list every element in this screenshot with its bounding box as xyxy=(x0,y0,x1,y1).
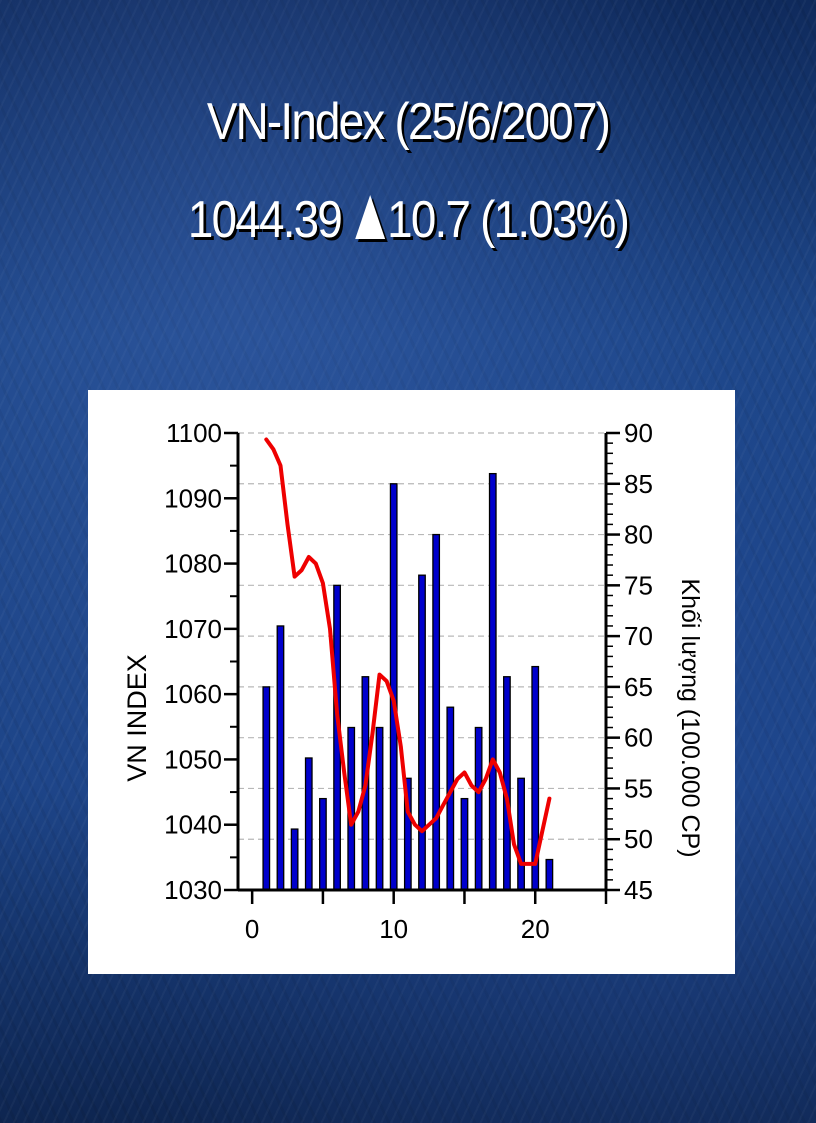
volume-bar xyxy=(375,726,384,891)
volume-bar xyxy=(262,686,271,891)
up-triangle-icon xyxy=(355,195,386,239)
index-value: 1044.39 xyxy=(187,191,343,249)
volume-bar xyxy=(389,483,398,891)
y-tick-label: 1030 xyxy=(164,875,222,905)
volume-bar xyxy=(460,797,469,891)
volume-bar xyxy=(545,858,554,891)
y2-tick-label: 75 xyxy=(624,570,653,600)
index-change: 10.7 (1.03%) xyxy=(387,191,630,249)
y2-tick-label: 80 xyxy=(624,520,653,550)
vn-index-chart: 1030104010501060107010801090110045505560… xyxy=(122,418,704,944)
y-tick-label: 1060 xyxy=(164,679,222,709)
y2-tick-label: 50 xyxy=(624,824,653,854)
x-tick-label: 20 xyxy=(521,914,550,944)
y2-tick-label: 60 xyxy=(624,723,653,753)
y2-tick-label: 55 xyxy=(624,773,653,803)
y-tick-label: 1040 xyxy=(164,810,222,840)
volume-bar xyxy=(276,625,285,891)
y2-tick-label: 85 xyxy=(624,469,653,499)
y2-tick-label: 70 xyxy=(624,621,653,651)
y2-axis-label: Khối lượng (100.000 CP) xyxy=(676,578,704,857)
volume-bar xyxy=(290,828,299,891)
volume-bar xyxy=(304,757,313,891)
volume-bar xyxy=(474,726,483,891)
y-tick-label: 1100 xyxy=(166,418,222,448)
y-tick-label: 1070 xyxy=(164,614,222,644)
x-tick-label: 10 xyxy=(379,914,408,944)
volume-bar xyxy=(432,533,441,891)
volume-bar xyxy=(517,777,525,891)
slide-title: VN-Index (25/6/2007) xyxy=(206,93,611,151)
y2-tick-label: 45 xyxy=(624,875,653,905)
index-summary: 1044.39 10.7 (1.03%) xyxy=(49,190,767,250)
volume-bar xyxy=(418,574,426,891)
volume-bar xyxy=(488,472,497,891)
y-axis-label: VN INDEX xyxy=(122,654,152,782)
volume-bar xyxy=(319,797,327,891)
index-line-layer xyxy=(264,437,552,866)
index-line xyxy=(264,437,552,866)
axis-labels: VN INDEX Khối lượng (100.000 CP) xyxy=(122,578,704,857)
y-tick-label: 1050 xyxy=(164,744,222,774)
volume-bars xyxy=(262,472,554,891)
axes: 1030104010501060107010801090110045505560… xyxy=(164,418,653,944)
chart-panel: 1030 1040 1050 1060 1070 1080 1090 1100 45 50 55 60… xyxy=(88,390,735,974)
y-tick-label: 1080 xyxy=(164,549,222,579)
y-tick-label: 1090 xyxy=(164,483,222,513)
y2-tick-label: 65 xyxy=(624,672,653,702)
y2-tick-label: 90 xyxy=(624,418,653,448)
x-tick-label: 0 xyxy=(245,914,259,944)
